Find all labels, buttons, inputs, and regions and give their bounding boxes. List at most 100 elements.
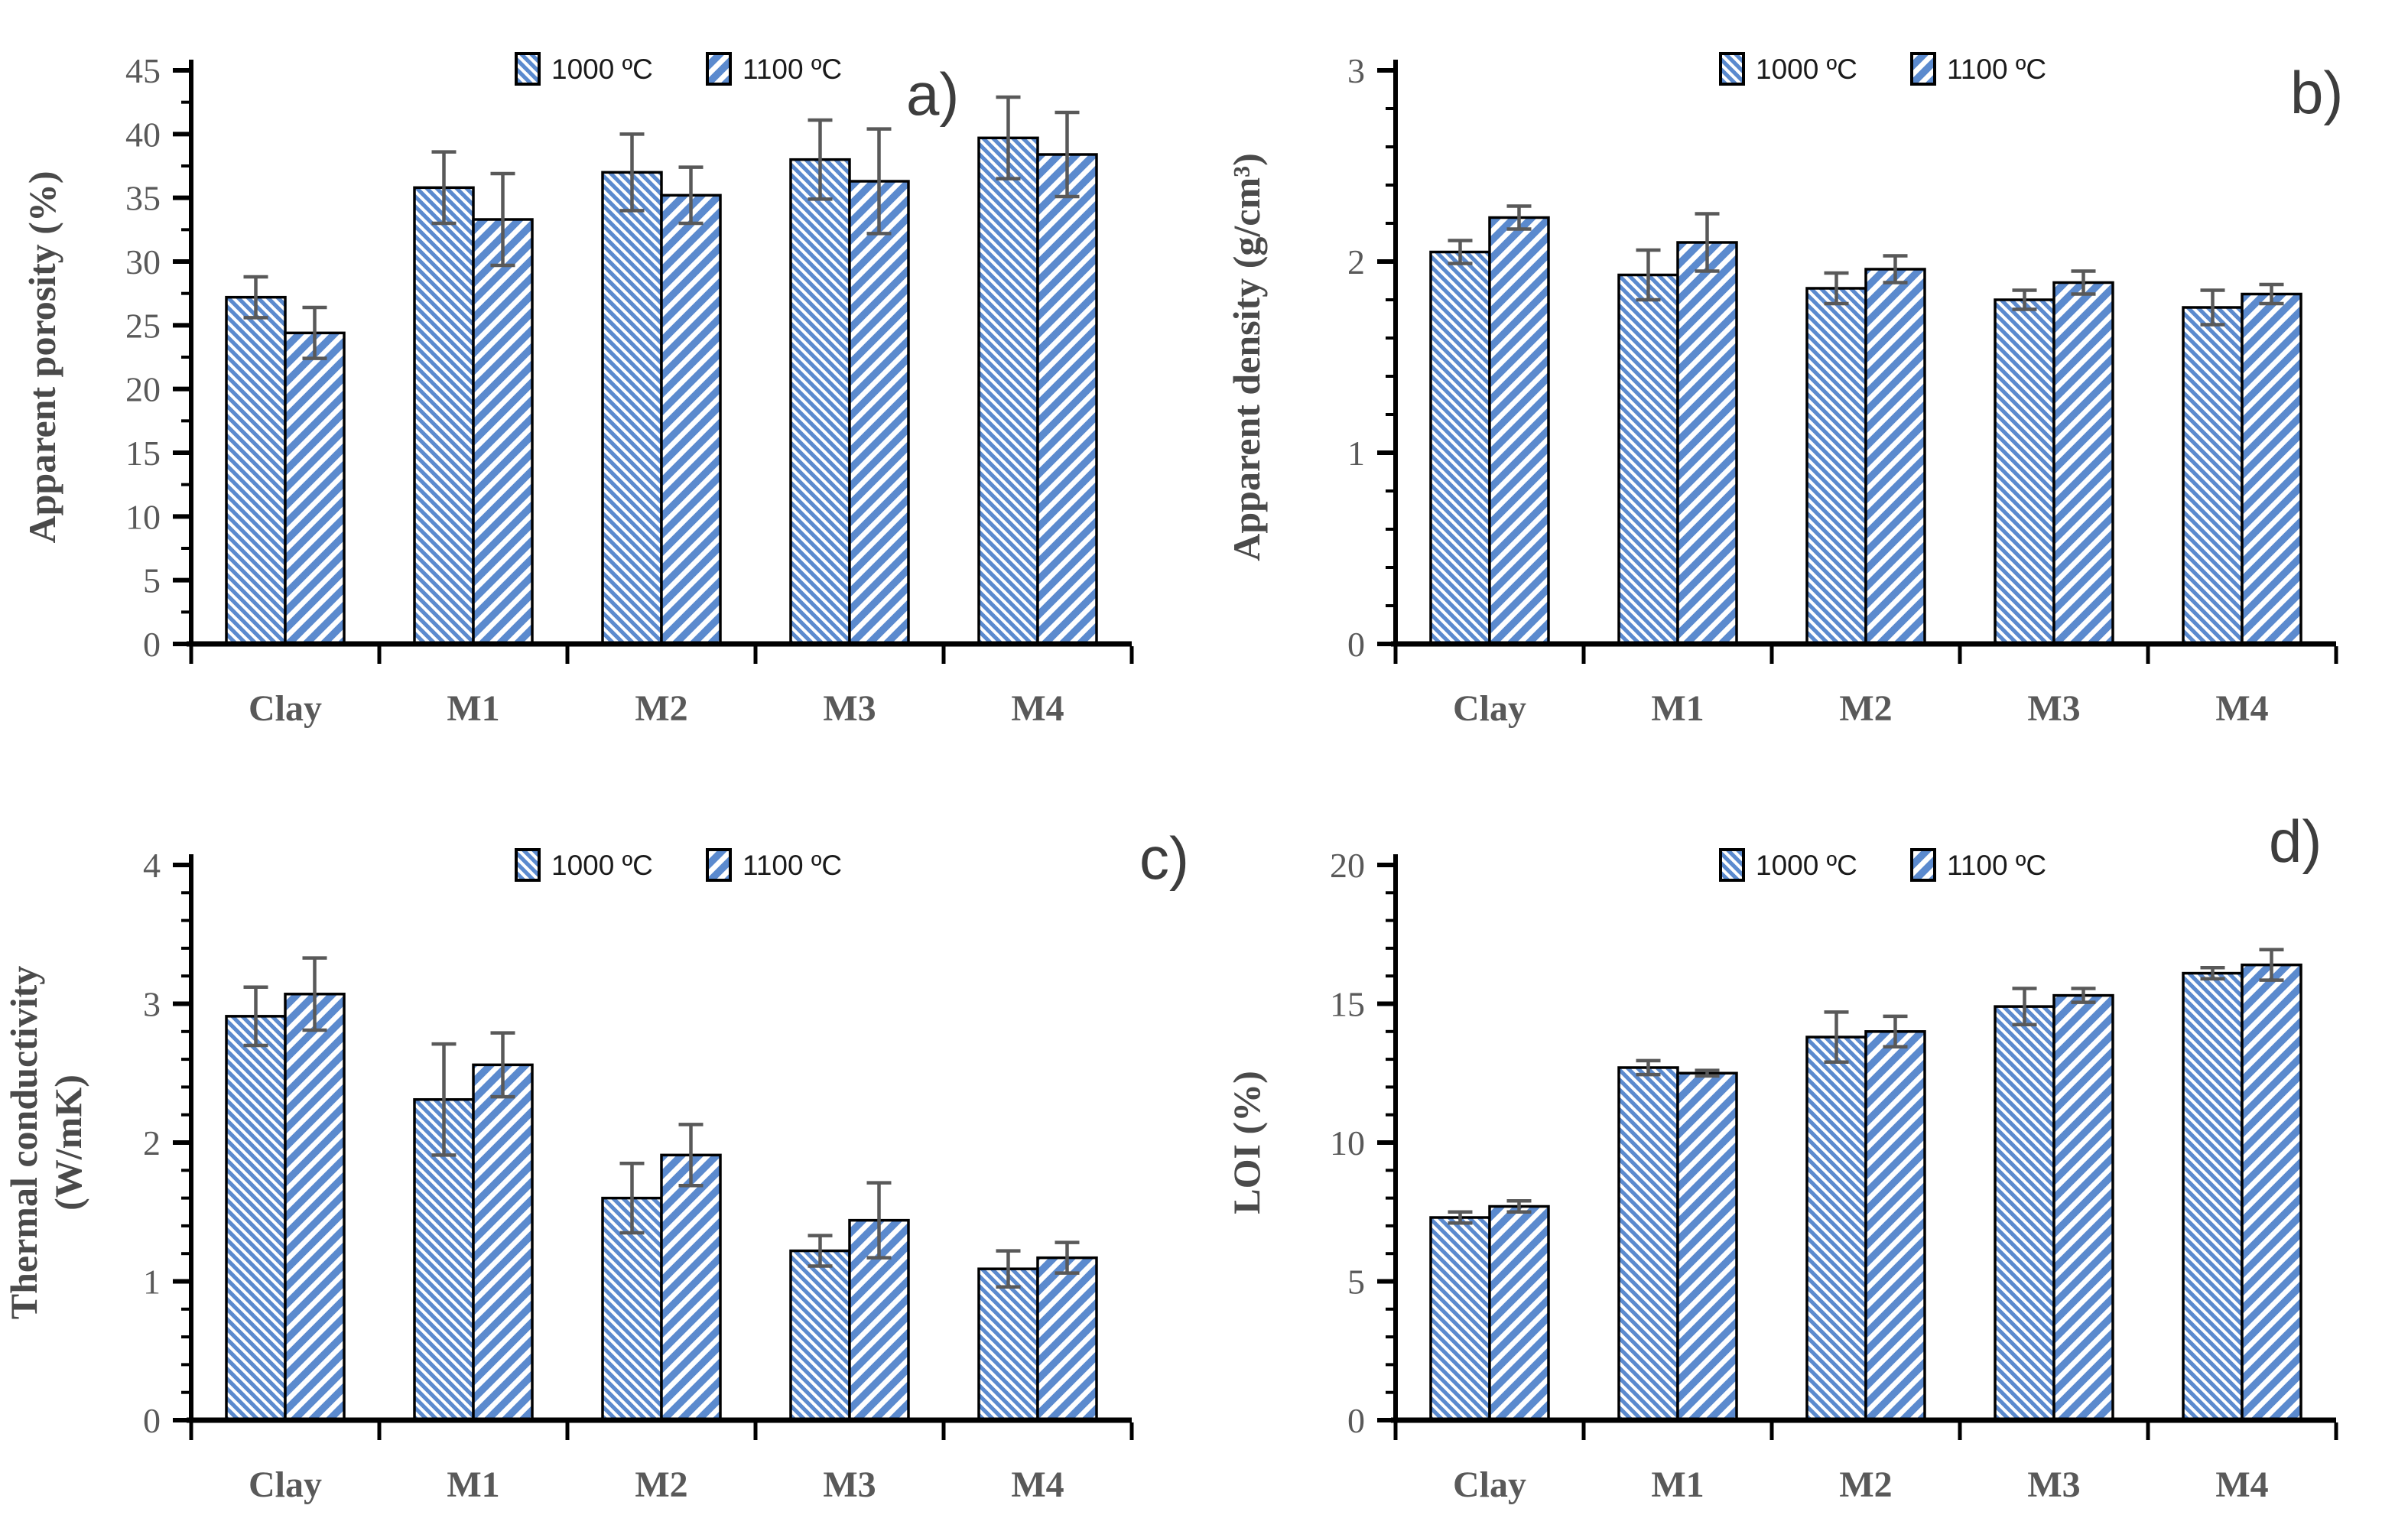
error-bar xyxy=(490,171,515,268)
bar-b-m1-1000c xyxy=(1617,273,1679,645)
bar-d-m4-1000c xyxy=(2182,971,2244,1422)
bar-d-clay-1000c xyxy=(1429,1216,1491,1422)
bar-d-m1-1000c xyxy=(1617,1066,1679,1422)
bar-d-m3-1000c xyxy=(1994,1005,2055,1422)
bar-b-m4-1100c xyxy=(2241,292,2302,645)
error-bar xyxy=(1636,1058,1661,1077)
error-bar xyxy=(1055,1240,1080,1275)
legend-swatch-1100c xyxy=(706,52,732,86)
panel-d-loi: 0 5 10 15 20 Clay M1 M2 M3 M4 LOI (%) 1000 ºC 1100 º… xyxy=(1204,764,2408,1528)
x-category-label: M4 xyxy=(1011,688,1064,729)
error-bar xyxy=(1506,204,1532,231)
y-tick-label: 2 xyxy=(143,1123,161,1162)
x-category-label: M2 xyxy=(1839,688,1892,729)
legend-label: 1100 ºC xyxy=(743,850,842,881)
legend-label: 1000 ºC xyxy=(1756,54,1857,85)
error-bar xyxy=(1824,1010,1849,1064)
legend-label: 1000 ºC xyxy=(1756,850,1857,881)
bar-d-m3-1100c xyxy=(2052,993,2114,1422)
y-tick-label: 5 xyxy=(143,561,161,600)
error-bar xyxy=(619,132,645,213)
bar-c-clay-1100c xyxy=(284,993,346,1422)
x-category-label: M3 xyxy=(2027,688,2080,729)
error-bar xyxy=(302,956,327,1032)
legend-swatch-1000c xyxy=(515,52,541,86)
error-bar xyxy=(1506,1198,1532,1214)
error-bar xyxy=(2259,282,2284,306)
error-bar xyxy=(1824,271,1849,306)
legend-swatch-1100c xyxy=(706,848,732,882)
y-tick-label: 20 xyxy=(1330,846,1365,885)
bar-a-m2-1000c xyxy=(601,171,663,645)
error-bar xyxy=(1695,212,1720,273)
x-category-label: M1 xyxy=(447,688,499,729)
legend-swatch-1000c xyxy=(1719,52,1745,86)
bar-b-m2-1000c xyxy=(1805,287,1867,645)
x-category-label: M3 xyxy=(823,1465,876,1505)
bar-a-m1-1100c xyxy=(472,218,534,645)
x-category-label: Clay xyxy=(249,688,322,729)
legend-label: 1000 ºC xyxy=(551,54,653,85)
y-axis-title: LOI (%) xyxy=(1225,1071,1268,1214)
y-tick-label: 3 xyxy=(143,985,161,1024)
error-bar xyxy=(1636,248,1661,302)
legend-swatch-1000c xyxy=(515,848,541,882)
panel-letter-c: c) xyxy=(1139,824,1189,892)
chart-a-svg: 0 5 10 15 20 25 30 35 40 45 Clay M1 M2 M3 M4 Apparent p… xyxy=(21,51,1134,729)
x-category-label: Clay xyxy=(1453,1465,1526,1505)
y-tick-label: 15 xyxy=(125,434,161,473)
error-bar xyxy=(1695,1068,1720,1078)
bar-b-m2-1100c xyxy=(1864,268,1926,645)
error-bar xyxy=(431,150,457,226)
bar-d-m2-1000c xyxy=(1805,1035,1867,1422)
x-category-label: M4 xyxy=(2215,1465,2268,1505)
error-bar xyxy=(1883,254,1908,284)
bar-a-clay-1100c xyxy=(284,331,346,645)
bar-a-clay-1000c xyxy=(225,295,287,645)
bar-c-clay-1000c xyxy=(225,1015,287,1422)
chart-c-svg: 0 1 2 3 4 Clay M1 M2 M3 M4 Thermal conductivity (W/… xyxy=(2,824,1189,1505)
x-category-label: Clay xyxy=(1453,688,1526,729)
error-bar xyxy=(1055,110,1080,199)
x-category-label: M1 xyxy=(447,1465,499,1505)
y-tick-label: 4 xyxy=(143,846,161,885)
x-category-label: M4 xyxy=(2215,688,2268,729)
x-category-label: M4 xyxy=(1011,1465,1064,1505)
error-bar xyxy=(2012,987,2037,1026)
panel-b-apparent-density: 0 1 2 3 Clay M1 M2 M3 M4 Apparent density (g/cm³)… xyxy=(1204,0,2408,764)
bar-b-m3-1100c xyxy=(2052,281,2114,645)
y-axis-title: Apparent density (g/cm³) xyxy=(1225,153,1268,561)
bar-d-m2-1100c xyxy=(1864,1030,1926,1422)
error-bar xyxy=(866,127,892,236)
legend-label: 1100 ºC xyxy=(1947,54,2046,85)
y-tick-label: 3 xyxy=(1347,51,1365,90)
error-bar xyxy=(302,305,327,360)
y-tick-label: 35 xyxy=(125,179,161,218)
bar-b-clay-1100c xyxy=(1488,216,1550,645)
x-category-label: M2 xyxy=(1839,1465,1892,1505)
chart-d-svg: 0 5 10 15 20 Clay M1 M2 M3 M4 LOI (%) 1000 ºC 1100 º… xyxy=(1225,808,2338,1505)
legend-swatch-1100c xyxy=(1910,52,1936,86)
bar-a-m1-1000c xyxy=(413,186,475,645)
y-tick-label: 0 xyxy=(1347,625,1365,664)
error-bar xyxy=(490,1031,515,1099)
bar-c-m3-1000c xyxy=(789,1249,851,1422)
bar-c-m2-1100c xyxy=(660,1153,722,1422)
bar-c-m4-1100c xyxy=(1036,1256,1098,1422)
error-bar xyxy=(431,1042,457,1157)
y-tick-label: 10 xyxy=(1330,1123,1365,1162)
legend-label: 1000 ºC xyxy=(551,850,653,881)
y-tick-label: 30 xyxy=(125,242,161,281)
error-bar xyxy=(866,1181,892,1260)
error-bar xyxy=(996,95,1021,180)
bar-b-clay-1000c xyxy=(1429,250,1491,645)
error-bar xyxy=(1883,1014,1908,1049)
error-bar xyxy=(2012,288,2037,311)
bar-a-m4-1000c xyxy=(977,136,1039,645)
bar-b-m4-1000c xyxy=(2182,306,2244,645)
error-bar xyxy=(243,985,268,1048)
y-tick-label: 5 xyxy=(1347,1263,1365,1302)
error-bar xyxy=(996,1249,1021,1289)
bar-d-m4-1100c xyxy=(2241,963,2302,1422)
